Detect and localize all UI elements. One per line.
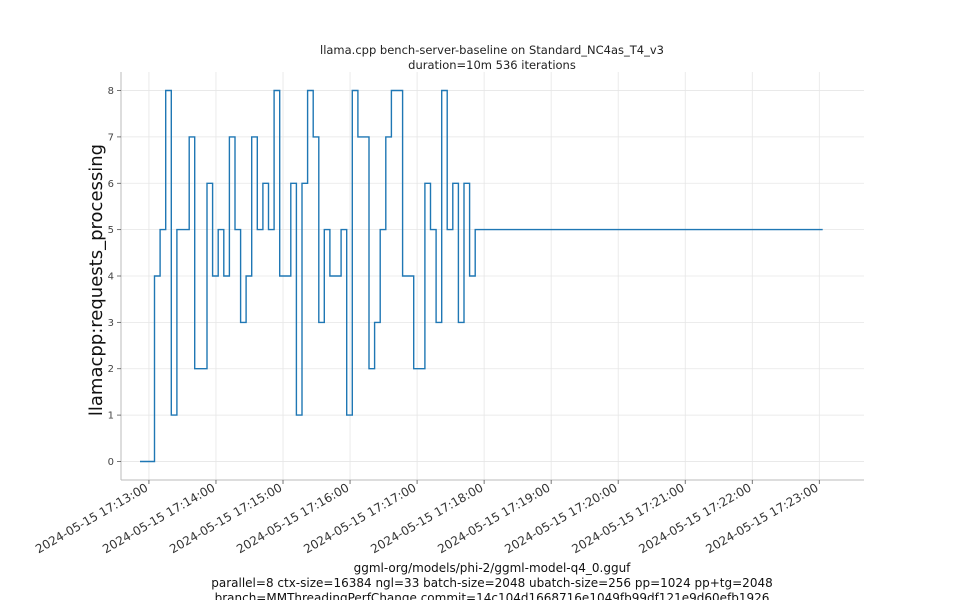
x-tick-label: 2024-05-15 17:17:00	[301, 480, 418, 556]
x-tick-label: 2024-05-15 17:15:00	[167, 480, 284, 556]
y-tick-label: 8	[108, 86, 114, 97]
y-axis-ticks: 0 1 2 3 4 5 6 7 8	[108, 86, 121, 468]
y-tick-label: 7	[108, 132, 114, 143]
gridlines	[121, 72, 864, 480]
x-tick-label: 2024-05-15 17:16:00	[234, 480, 351, 556]
x-axis-label-line-1: ggml-org/models/phi-2/ggml-model-q4_0.gg…	[354, 561, 632, 575]
x-tick-label: 2024-05-15 17:13:00	[33, 480, 150, 556]
x-tick-label: 2024-05-15 17:21:00	[569, 480, 686, 556]
chart-title: llama.cpp bench-server-baseline on Stand…	[320, 43, 664, 57]
x-tick-label: 2024-05-15 17:22:00	[636, 480, 753, 556]
x-tick-label: 2024-05-15 17:23:00	[703, 480, 820, 556]
chart-subtitle: duration=10m 536 iterations	[408, 58, 576, 72]
x-tick-label: 2024-05-15 17:19:00	[435, 480, 552, 556]
y-tick-label: 5	[108, 225, 114, 236]
x-tick-label: 2024-05-15 17:18:00	[368, 480, 485, 556]
x-axis-label-line-2: parallel=8 ctx-size=16384 ngl=33 batch-s…	[211, 576, 772, 590]
y-tick-label: 1	[108, 411, 114, 422]
y-tick-label: 4	[108, 272, 114, 283]
x-tick-label: 2024-05-15 17:14:00	[100, 480, 217, 556]
y-tick-label: 2	[108, 364, 114, 375]
y-tick-label: 6	[108, 179, 114, 190]
y-tick-label: 3	[108, 318, 114, 329]
x-tick-label: 2024-05-15 17:20:00	[502, 480, 619, 556]
y-tick-label: 0	[108, 457, 114, 468]
x-axis-label-line-3: branch=MMThreadingPerfChange commit=14c1…	[215, 591, 770, 600]
series-line	[140, 89, 823, 463]
y-axis-label: llamacpp:requests_processing	[86, 144, 107, 416]
